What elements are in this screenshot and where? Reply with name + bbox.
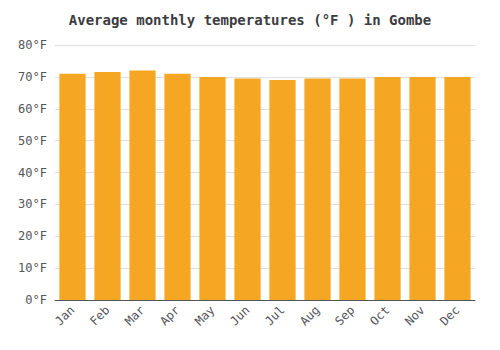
svg-text:Nov: Nov <box>402 303 427 328</box>
svg-text:50°F: 50°F <box>18 134 47 148</box>
svg-text:Sep: Sep <box>332 303 357 328</box>
svg-text:Dec: Dec <box>437 303 462 328</box>
svg-text:10°F: 10°F <box>18 261 47 275</box>
svg-text:Mar: Mar <box>122 303 147 328</box>
svg-text:Jul: Jul <box>262 303 287 328</box>
svg-text:40°F: 40°F <box>18 166 47 180</box>
svg-text:Oct: Oct <box>367 303 392 328</box>
svg-text:Average monthly temperatures (: Average monthly temperatures (°F ) in Go… <box>69 12 431 28</box>
svg-text:70°F: 70°F <box>18 70 47 84</box>
svg-text:0°F: 0°F <box>25 293 47 307</box>
svg-text:Feb: Feb <box>87 303 112 328</box>
svg-text:20°F: 20°F <box>18 229 47 243</box>
svg-text:Apr: Apr <box>157 303 182 328</box>
svg-text:Aug: Aug <box>297 303 322 328</box>
svg-text:May: May <box>192 303 217 328</box>
svg-text:60°F: 60°F <box>18 102 47 116</box>
svg-text:Jun: Jun <box>227 303 252 328</box>
svg-text:30°F: 30°F <box>18 197 47 211</box>
svg-text:80°F: 80°F <box>18 38 47 52</box>
svg-text:Jan: Jan <box>52 303 77 328</box>
